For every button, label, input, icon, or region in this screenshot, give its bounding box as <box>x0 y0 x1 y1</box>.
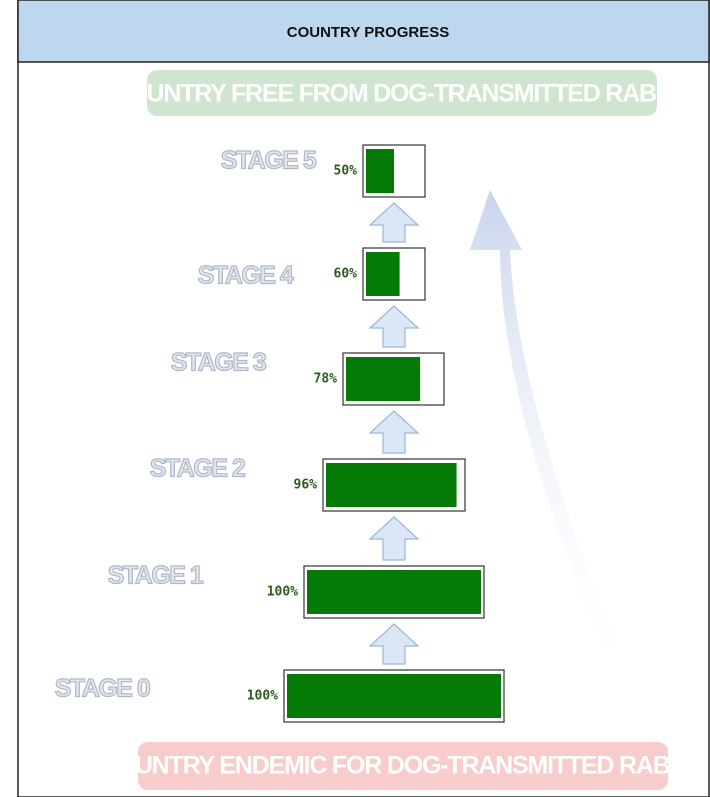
up-arrow <box>368 305 420 348</box>
stage-label: STAGE 3 <box>171 349 266 377</box>
stage-label: STAGE 4 <box>198 262 294 290</box>
percent-label: 50% <box>334 164 358 179</box>
progress-fill <box>366 149 394 193</box>
progress-fill <box>326 463 457 507</box>
header-title: COUNTRY PROGRESS <box>287 24 450 41</box>
header <box>17 0 710 63</box>
up-arrow <box>368 623 420 665</box>
percent-label: 60% <box>334 267 358 282</box>
goal-text: COUNTRY FREE FROM DOG-TRANSMITTED RABIES <box>111 80 693 108</box>
percent-label: 78% <box>314 372 338 387</box>
goal-banner <box>147 70 657 116</box>
percent-label: 100% <box>247 689 278 704</box>
progress-fill <box>366 252 400 296</box>
stage-label: STAGE 0 <box>55 675 150 703</box>
up-arrow <box>368 202 420 243</box>
progress-fill <box>287 674 501 718</box>
stage-label: STAGE 5 <box>221 147 317 175</box>
stage-label: STAGE 2 <box>150 455 245 483</box>
percent-label: 96% <box>294 478 318 493</box>
up-arrow <box>368 410 420 454</box>
stage-label: STAGE 1 <box>108 562 204 590</box>
start-text: COUNTRY ENDEMIC FOR DOG-TRANSMITTED RABI… <box>100 752 707 780</box>
start-banner <box>138 742 668 790</box>
up-arrow <box>368 516 420 561</box>
progress-fill <box>346 357 421 401</box>
percent-label: 100% <box>267 585 298 600</box>
progress-fill <box>307 570 481 614</box>
progress-curve <box>470 190 640 700</box>
